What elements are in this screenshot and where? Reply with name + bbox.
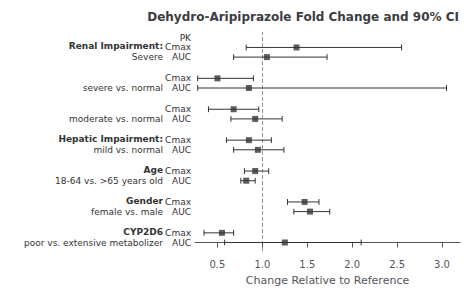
svg-text:Cmax: Cmax bbox=[165, 228, 192, 238]
svg-text:AUC: AUC bbox=[172, 83, 191, 93]
svg-text:Cmax: Cmax bbox=[165, 197, 192, 207]
svg-text:1.0: 1.0 bbox=[254, 259, 270, 270]
svg-text:AUC: AUC bbox=[172, 145, 191, 155]
svg-text:female vs. male: female vs. male bbox=[91, 207, 163, 217]
svg-text:2.5: 2.5 bbox=[389, 259, 405, 270]
svg-text:moderate vs. normal: moderate vs. normal bbox=[69, 114, 163, 124]
svg-text:Dehydro-Aripiprazole Fold Chan: Dehydro-Aripiprazole Fold Change and 90%… bbox=[147, 10, 459, 24]
svg-text:3.0: 3.0 bbox=[434, 259, 450, 270]
svg-text:2.0: 2.0 bbox=[344, 259, 360, 270]
svg-text:poor vs. extensive metabolizer: poor vs. extensive metabolizer bbox=[24, 238, 163, 248]
svg-text:mild vs. normal: mild vs. normal bbox=[93, 145, 163, 155]
svg-text:0.5: 0.5 bbox=[210, 259, 226, 270]
svg-text:Age: Age bbox=[143, 165, 163, 175]
svg-text:1.5: 1.5 bbox=[299, 259, 315, 270]
svg-text:Change Relative to Reference: Change Relative to Reference bbox=[246, 274, 410, 287]
svg-text:AUC: AUC bbox=[172, 176, 191, 186]
svg-text:severe vs. normal: severe vs. normal bbox=[83, 83, 163, 93]
svg-text:Cmax: Cmax bbox=[165, 135, 192, 145]
svg-text:AUC: AUC bbox=[172, 207, 191, 217]
svg-text:AUC: AUC bbox=[172, 52, 191, 62]
svg-text:Severe: Severe bbox=[132, 52, 164, 62]
svg-text:Cmax: Cmax bbox=[165, 73, 192, 83]
svg-text:Cmax: Cmax bbox=[165, 166, 192, 176]
svg-text:PK: PK bbox=[180, 33, 192, 43]
svg-text:18-64 vs. >65 years old: 18-64 vs. >65 years old bbox=[55, 176, 163, 186]
svg-text:Cmax: Cmax bbox=[165, 104, 192, 114]
svg-text:CYP2D6: CYP2D6 bbox=[123, 227, 163, 237]
svg-text:AUC: AUC bbox=[172, 114, 191, 124]
svg-text:Cmax: Cmax bbox=[165, 42, 192, 52]
svg-text:Hepatic Impairment:: Hepatic Impairment: bbox=[58, 134, 163, 144]
svg-text:Gender: Gender bbox=[126, 196, 163, 206]
svg-text:Renal Impairment:: Renal Impairment: bbox=[69, 41, 163, 51]
svg-text:AUC: AUC bbox=[172, 238, 191, 248]
